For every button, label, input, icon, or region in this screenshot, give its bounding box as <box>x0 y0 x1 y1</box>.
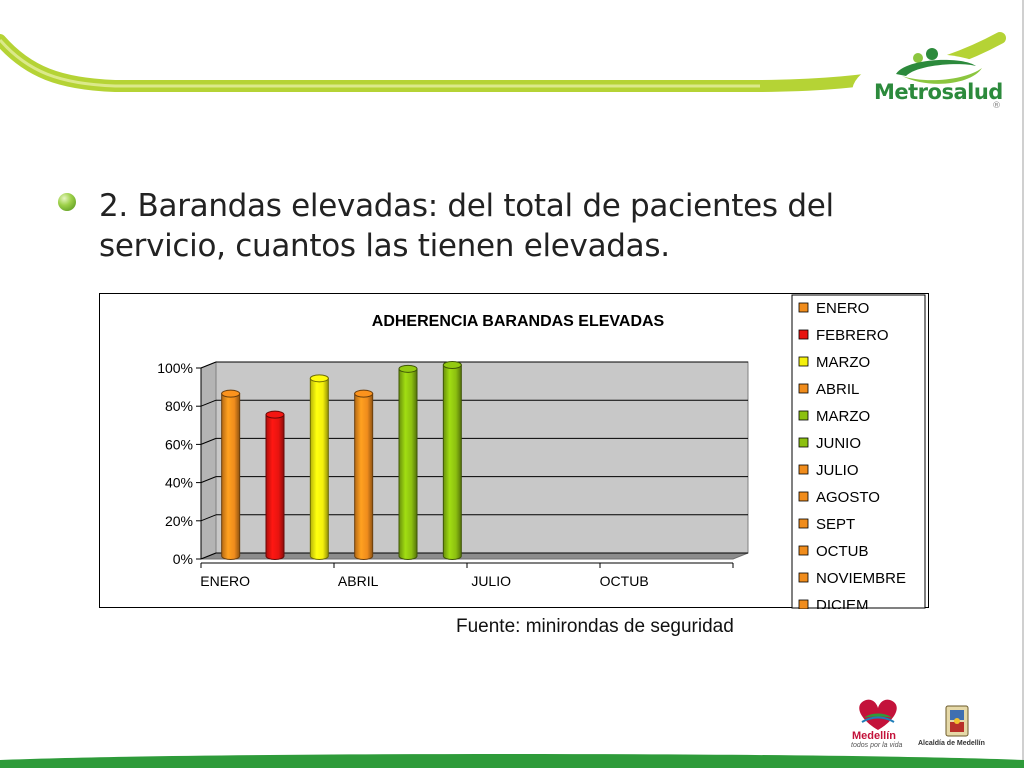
y-tick-label: 40% <box>165 475 193 491</box>
legend-label: JUNIO <box>816 435 861 452</box>
legend-label: NOVIEMBRE <box>816 570 906 587</box>
x-tick-label: ENERO <box>200 573 250 589</box>
bar-top-enero <box>221 389 241 398</box>
bar-top-junio <box>442 361 462 369</box>
registered-mark: ® <box>992 101 1001 111</box>
medellin-label: Medellín <box>852 730 897 742</box>
alcaldia-label: Alcaldía de Medellín <box>918 740 985 747</box>
medellin-heart-icon <box>859 699 897 730</box>
y-tick-label: 20% <box>165 513 193 529</box>
bar-junio <box>442 364 462 560</box>
legend-swatch <box>798 518 809 529</box>
legend-swatch <box>798 572 809 583</box>
y-tick-label: 60% <box>165 436 193 452</box>
legend-label: FEBRERO <box>816 327 889 344</box>
medellin-tagline: todos por la vida <box>851 742 903 749</box>
bar-febrero <box>265 414 285 560</box>
legend-label: ENERO <box>816 300 869 317</box>
y-tick-label: 80% <box>165 398 193 414</box>
chart-frame: 0% 20% 40% 60% 80% 100% ENERO ABRIL JULIO OCTUB AD… <box>99 293 929 609</box>
gridline-side <box>200 399 217 407</box>
legend-swatch <box>798 410 809 421</box>
gridline-side <box>200 361 217 369</box>
bar-top-marzo <box>398 364 418 373</box>
y-tick-label: 100% <box>157 360 193 376</box>
legend-label: OCTUB <box>816 543 869 560</box>
slide-heading: 2. Barandas elevadas: del total de pacie… <box>99 188 834 264</box>
x-tick-label: ABRIL <box>338 573 379 589</box>
bar-marzo <box>309 377 329 560</box>
chart-source-note: Fuente: minirondas de seguridad <box>456 616 734 637</box>
y-tick-label: 0% <box>173 551 193 567</box>
bar-marzo <box>398 368 418 560</box>
metrosalud-logo-icon <box>896 48 982 84</box>
legend-label: ABRIL <box>816 381 859 398</box>
legend-label: SEPT <box>816 516 855 533</box>
metrosalud-brand-name: Metrosalud <box>874 80 1003 104</box>
bar-top-abril <box>354 389 374 398</box>
alcaldia-shield-icon <box>945 705 969 737</box>
plot-side-wall <box>200 361 217 560</box>
bar-abril <box>354 393 374 560</box>
x-tick-label: OCTUB <box>600 573 649 589</box>
legend-label: AGOSTO <box>816 489 880 506</box>
gridline-side <box>200 552 217 560</box>
gridline-side <box>200 437 217 445</box>
gridline-side <box>200 514 217 522</box>
gridline-side <box>200 476 217 484</box>
legend-label: MARZO <box>816 408 870 425</box>
legend-swatch <box>798 464 809 475</box>
legend-box <box>791 294 926 609</box>
legend-label: DICIEM <box>816 597 869 609</box>
legend-label: JULIO <box>816 462 859 479</box>
legend-swatch <box>798 491 809 502</box>
legend-swatch <box>798 302 809 313</box>
x-tick-label: JULIO <box>471 573 511 589</box>
legend-swatch <box>798 329 809 340</box>
legend-swatch <box>798 545 809 556</box>
bar-enero <box>221 393 241 560</box>
chart-title: ADHERENCIA BARANDAS ELEVADAS <box>372 313 665 330</box>
plot-back-wall <box>215 361 749 554</box>
bullet-icon <box>58 193 76 211</box>
bar-top-marzo <box>309 374 329 383</box>
adherence-chart: 0% 20% 40% 60% 80% 100% ENERO ABRIL JULIO OCTUB AD… <box>157 294 926 609</box>
legend-swatch <box>798 599 809 609</box>
legend-swatch <box>798 437 809 448</box>
bar-top-febrero <box>265 410 285 419</box>
legend-swatch <box>798 356 809 367</box>
legend-swatch <box>798 383 809 394</box>
legend-label: MARZO <box>816 354 870 371</box>
